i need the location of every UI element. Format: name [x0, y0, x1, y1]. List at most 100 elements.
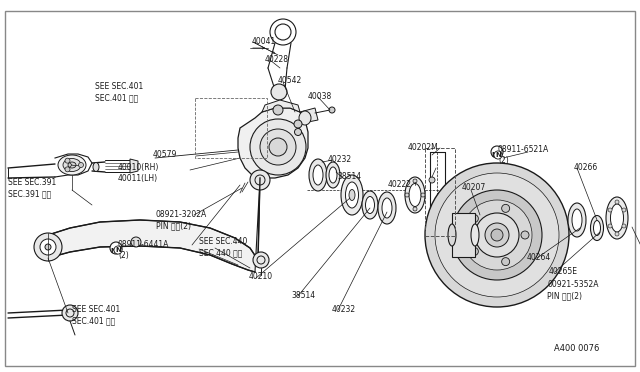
Circle shape	[470, 247, 478, 256]
Text: 40041: 40041	[252, 37, 276, 46]
Text: 40579: 40579	[153, 150, 177, 159]
Circle shape	[253, 252, 269, 268]
Ellipse shape	[615, 200, 619, 204]
Circle shape	[45, 244, 51, 250]
Text: SEE SEC.401
SEC.401 参照: SEE SEC.401 SEC.401 参照	[95, 82, 143, 102]
Ellipse shape	[329, 167, 337, 183]
Text: 40265E: 40265E	[549, 267, 578, 276]
Text: A400 0076: A400 0076	[554, 344, 600, 353]
Circle shape	[485, 223, 509, 247]
Circle shape	[250, 170, 270, 190]
Ellipse shape	[349, 189, 355, 201]
Ellipse shape	[58, 155, 86, 175]
Polygon shape	[48, 178, 260, 272]
Ellipse shape	[591, 215, 604, 241]
Text: 40210: 40210	[249, 272, 273, 281]
Text: N: N	[111, 248, 116, 254]
Circle shape	[34, 233, 62, 261]
Ellipse shape	[68, 162, 76, 168]
Text: N: N	[495, 152, 501, 158]
Ellipse shape	[341, 175, 363, 215]
Text: 40232: 40232	[332, 305, 356, 314]
Ellipse shape	[448, 224, 456, 246]
Circle shape	[250, 119, 306, 175]
Polygon shape	[300, 108, 318, 122]
Ellipse shape	[606, 197, 628, 239]
Text: 40228: 40228	[265, 55, 289, 64]
Circle shape	[260, 129, 296, 165]
Text: 40207: 40207	[462, 183, 486, 192]
Polygon shape	[262, 100, 300, 112]
Circle shape	[425, 163, 569, 307]
Ellipse shape	[608, 208, 612, 212]
Ellipse shape	[313, 165, 323, 185]
Ellipse shape	[413, 179, 417, 183]
Text: 08921-3202A
PIN ピン(2): 08921-3202A PIN ピン(2)	[156, 210, 207, 230]
Ellipse shape	[93, 163, 99, 171]
Circle shape	[40, 239, 56, 255]
Text: 40232: 40232	[328, 155, 352, 164]
Ellipse shape	[365, 196, 374, 214]
Ellipse shape	[421, 193, 425, 197]
Ellipse shape	[405, 177, 425, 213]
Polygon shape	[130, 159, 138, 173]
Circle shape	[491, 229, 503, 241]
Ellipse shape	[471, 224, 479, 246]
Text: N: N	[115, 247, 121, 253]
Circle shape	[502, 204, 509, 212]
Text: 40202M: 40202M	[408, 143, 439, 152]
Circle shape	[110, 242, 122, 254]
Text: 40266: 40266	[574, 163, 598, 172]
Text: 00921-5352A
PIN ピン(2): 00921-5352A PIN ピン(2)	[547, 280, 598, 300]
Text: 40010(RH)
40011(LH): 40010(RH) 40011(LH)	[118, 163, 159, 183]
Text: 38514: 38514	[291, 291, 315, 300]
FancyBboxPatch shape	[5, 11, 635, 366]
Ellipse shape	[378, 192, 396, 224]
Ellipse shape	[346, 182, 358, 208]
Circle shape	[475, 213, 519, 257]
Circle shape	[270, 19, 296, 45]
Circle shape	[329, 107, 335, 113]
Text: 08911-6521A
(2): 08911-6521A (2)	[498, 145, 549, 165]
Circle shape	[435, 173, 559, 297]
Polygon shape	[238, 108, 308, 178]
Text: 40222: 40222	[388, 180, 412, 189]
Ellipse shape	[382, 198, 392, 218]
Ellipse shape	[362, 191, 378, 219]
Ellipse shape	[608, 224, 612, 228]
Text: 40542: 40542	[278, 76, 302, 85]
Ellipse shape	[309, 159, 327, 191]
Circle shape	[65, 158, 70, 163]
Ellipse shape	[572, 209, 582, 231]
Text: 40038: 40038	[308, 92, 332, 101]
Circle shape	[462, 200, 532, 270]
Text: SEE SEC.440
SEC.440 参照: SEE SEC.440 SEC.440 参照	[199, 237, 248, 257]
Text: 40264: 40264	[527, 253, 551, 262]
Ellipse shape	[409, 183, 421, 206]
Circle shape	[271, 84, 287, 100]
Ellipse shape	[413, 207, 417, 211]
Ellipse shape	[568, 203, 586, 237]
Circle shape	[294, 120, 302, 128]
Circle shape	[429, 177, 435, 183]
Circle shape	[470, 215, 478, 222]
Circle shape	[275, 24, 291, 40]
Circle shape	[62, 305, 78, 321]
Ellipse shape	[299, 111, 311, 125]
Ellipse shape	[622, 224, 626, 228]
Circle shape	[452, 190, 542, 280]
Circle shape	[491, 146, 503, 158]
Text: SEE SEC.391
SEC.391 参照: SEE SEC.391 SEC.391 参照	[8, 178, 56, 198]
Circle shape	[502, 258, 509, 266]
Ellipse shape	[611, 204, 623, 232]
Circle shape	[131, 237, 141, 247]
Ellipse shape	[405, 193, 409, 197]
Ellipse shape	[615, 232, 619, 236]
Ellipse shape	[63, 158, 81, 171]
Text: SEE SEC.401
SEC.401 参照: SEE SEC.401 SEC.401 参照	[72, 305, 120, 325]
Ellipse shape	[326, 162, 340, 188]
Ellipse shape	[593, 221, 600, 235]
Text: 38514: 38514	[337, 172, 361, 181]
Circle shape	[273, 105, 283, 115]
Circle shape	[521, 231, 529, 239]
